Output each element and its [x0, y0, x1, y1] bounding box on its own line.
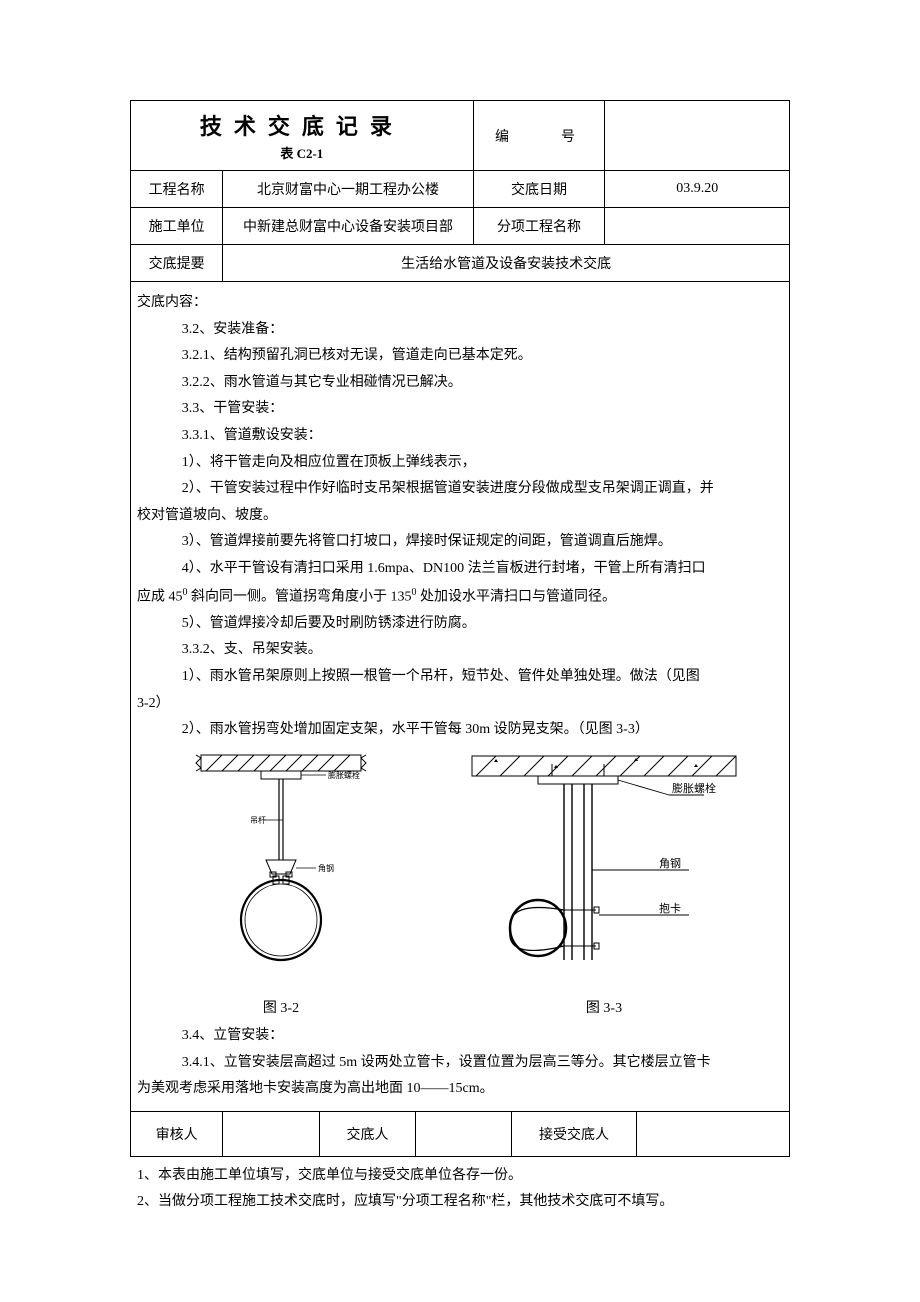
p-3-2-1: 3.2.1、结构预留孔洞已核对无误，管道走向已基本定死。 [137, 343, 783, 370]
unit-label: 施工单位 [131, 208, 223, 245]
p-item5: 5）、管道焊接冷却后要及时刷防锈漆进行防腐。 [137, 611, 783, 638]
p-hanger1a: 1）、雨水管吊架原则上按照一根管一个吊杆，短节处、管件处单独处理。做法（见图 [137, 664, 783, 691]
fig32-anchor-label: 膨胀螺栓 [328, 770, 360, 780]
p-hanger1b: 3-2） [137, 691, 783, 718]
discloser-label: 交底人 [319, 1112, 415, 1156]
project-name-label: 工程名称 [131, 171, 223, 208]
record-table: 技术交底记录 表 C2-1 编 号 工程名称 北京财富中心一期工程办公楼 交底日… [130, 100, 790, 1157]
p-3-3-1: 3.3.1、管道敷设安装： [137, 423, 783, 450]
fig33-bolt-label: 膨胀螺栓 [672, 781, 716, 795]
subproject-label: 分项工程名称 [473, 208, 605, 245]
figure-3-3-svg: 膨胀螺栓 角钢 [464, 750, 744, 980]
summary-label: 交底提要 [131, 245, 223, 282]
p-item1: 1）、将干管走向及相应位置在顶板上弹线表示， [137, 450, 783, 477]
serial-value [605, 101, 790, 171]
content-heading: 交底内容： [137, 290, 783, 317]
fig33-clamp-label: 抱卡 [659, 901, 681, 915]
project-name-value: 北京财富中心一期工程办公楼 [223, 171, 473, 208]
reviewer-label: 审核人 [131, 1111, 223, 1156]
serial-label: 编 号 [473, 101, 605, 171]
footnotes: 1、本表由施工单位填写，交底单位与接受交底单位各存一份。 2、当做分项工程施工技… [130, 1163, 790, 1216]
subproject-value [605, 208, 790, 245]
reviewer-value [223, 1112, 319, 1156]
footnote-2: 2、当做分项工程施工技术交底时，应填写"分项工程名称"栏，其他技术交底可不填写。 [137, 1189, 790, 1216]
footer-inner: 交底人 接受交底人 [223, 1112, 789, 1156]
figure-3-3-caption: 图 3-3 [464, 996, 744, 1023]
p-3-4-1b: 为美观考虑采用落地卡安装高度为高出地面 10——15cm。 [137, 1076, 783, 1103]
p-item2b: 校对管道坡向、坡度。 [137, 503, 783, 530]
p-hanger2: 2）、雨水管拐弯处增加固定支架，水平干管每 30m 设防晃支架。（见图 3-3） [137, 717, 783, 744]
fig32-angle-label: 角钢 [318, 863, 334, 873]
p-3-3: 3.3、干管安装： [137, 396, 783, 423]
content-body: 交底内容： 3.2、安装准备： 3.2.1、结构预留孔洞已核对无误，管道走向已基… [131, 282, 790, 1112]
p-item4b-2: 斜向同一侧。管道拐弯角度小于 135 [188, 589, 412, 604]
p-3-2: 3.2、安装准备： [137, 317, 783, 344]
figures-row: 膨胀螺栓 吊杆 角钢 [137, 750, 783, 1023]
receiver-value [636, 1112, 789, 1156]
p-item4a: 4）、水平干管设有清扫口采用 1.6mpa、DN100 法兰盲板进行封堵，干管上… [137, 556, 783, 583]
p-3-2-2: 3.2.2、雨水管道与其它专业相碰情况已解决。 [137, 370, 783, 397]
footnote-1: 1、本表由施工单位填写，交底单位与接受交底单位各存一份。 [137, 1163, 790, 1190]
date-value: 03.9.20 [605, 171, 790, 208]
p-item2a: 2）、干管安装过程中作好临时支吊架根据管道安装进度分段做成型支吊架调正调直，并 [137, 476, 783, 503]
p-3-4: 3.4、立管安装： [137, 1023, 783, 1050]
p-item4b: 应成 450 斜向同一侧。管道拐弯角度小于 1350 处加设水平清扫口与管道同径… [137, 583, 783, 611]
fig32-rod-label: 吊杆 [250, 815, 266, 825]
receiver-label: 接受交底人 [512, 1112, 636, 1156]
fig33-angle-label: 角钢 [659, 857, 681, 870]
unit-value: 中新建总财富中心设备安装项目部 [223, 208, 473, 245]
date-label: 交底日期 [473, 171, 605, 208]
discloser-value [416, 1112, 512, 1156]
figure-3-2-caption: 图 3-2 [176, 996, 386, 1023]
p-item4b-3: 处加设水平清扫口与管道同径。 [417, 589, 617, 604]
p-3-3-2: 3.3.2、支、吊架安装。 [137, 637, 783, 664]
doc-title: 技术交底记录 [200, 114, 404, 139]
summary-value: 生活给水管道及设备安装技术交底 [223, 245, 790, 282]
table-number: 表 C2-1 [137, 143, 467, 162]
p-item3: 3）、管道焊接前要先将管口打坡口，焊接时保证规定的间距，管道调直后施焊。 [137, 529, 783, 556]
doc-title-cell: 技术交底记录 表 C2-1 [131, 101, 474, 171]
p-item4b-1: 应成 45 [137, 589, 183, 604]
figure-3-3: 膨胀螺栓 角钢 [464, 750, 744, 1023]
figure-3-2: 膨胀螺栓 吊杆 角钢 [176, 750, 386, 1023]
p-3-4-1a: 3.4.1、立管安装层高超过 5m 设两处立管卡，设置位置为层高三等分。其它楼层… [137, 1050, 783, 1077]
figure-3-2-svg: 膨胀螺栓 吊杆 角钢 [176, 750, 386, 980]
